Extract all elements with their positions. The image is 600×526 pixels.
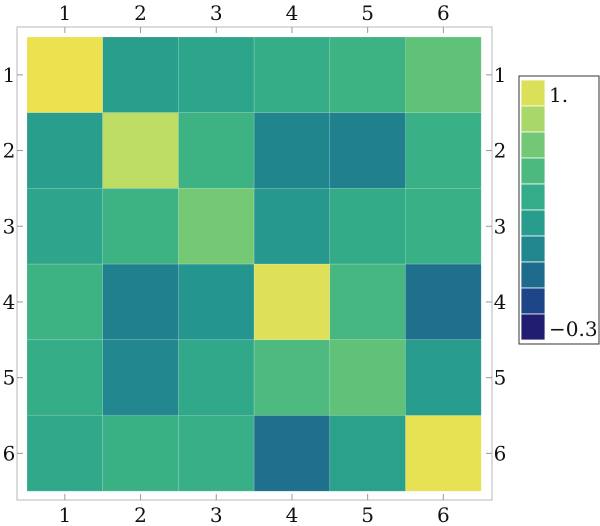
heatmap-cell-r3-c5 bbox=[329, 188, 406, 265]
y-tick-label-left-1: 1 bbox=[3, 63, 16, 87]
colorbar-swatch-3 bbox=[520, 131, 546, 159]
y-tick-label-right-3: 3 bbox=[494, 214, 507, 238]
heatmap-cell-r3-c6 bbox=[405, 188, 482, 265]
colorbar-min-label: −0.3 bbox=[549, 317, 598, 341]
heatmap-cell-r6-c4 bbox=[253, 415, 331, 492]
colorbar-swatch-6 bbox=[520, 209, 546, 237]
x-tick-label-bottom-2: 2 bbox=[134, 503, 147, 526]
colorbar-swatch-10 bbox=[520, 313, 546, 341]
heatmap-cell-r2-c6 bbox=[405, 112, 482, 189]
heatmap-cell-r6-c5 bbox=[329, 415, 406, 492]
colorbar-swatch-2 bbox=[520, 105, 546, 133]
x-tick-label-top-1: 1 bbox=[58, 1, 71, 25]
colorbar-swatch-5 bbox=[520, 183, 546, 211]
heatmap-cell-r1-c3 bbox=[178, 36, 255, 113]
heatmap-cell-r3-c1 bbox=[26, 188, 103, 265]
x-tick-label-bottom-4: 4 bbox=[286, 503, 299, 526]
y-tick-label-right-2: 2 bbox=[494, 139, 507, 163]
heatmap-cell-r6-c6 bbox=[405, 415, 482, 492]
heatmap-cell-r6-c1 bbox=[26, 415, 103, 492]
heatmap-cell-r4-c5 bbox=[329, 263, 406, 341]
colorbar-swatch-1 bbox=[520, 79, 546, 107]
y-tick-label-left-4: 4 bbox=[3, 290, 16, 314]
heatmap-cells bbox=[26, 36, 482, 492]
heatmap-cell-r4-c3 bbox=[178, 263, 255, 341]
axis-ticks: 1 1 2 2 3 3 4 4 5 5 6 6 1 1 2 2 3 3 4 4 5 5 6 6 bbox=[3, 1, 507, 526]
heatmap-cell-r4-c2 bbox=[102, 263, 179, 341]
x-tick-label-bottom-6: 6 bbox=[437, 503, 450, 526]
y-tick-label-left-6: 6 bbox=[3, 441, 16, 465]
colorbar-swatches bbox=[520, 79, 546, 341]
x-tick-label-top-5: 5 bbox=[361, 1, 374, 25]
heatmap-cell-r2-c2 bbox=[102, 112, 179, 189]
heatmap-cell-r5-c3 bbox=[178, 339, 255, 416]
y-tick-label-right-5: 5 bbox=[494, 366, 507, 390]
colorbar-swatch-7 bbox=[520, 235, 546, 263]
heatmap-cell-r2-c3 bbox=[178, 112, 255, 189]
colorbar-swatch-9 bbox=[520, 287, 546, 315]
x-tick-label-top-3: 3 bbox=[210, 1, 223, 25]
heatmap-cell-r5-c5 bbox=[329, 339, 406, 416]
heatmap-cell-r3-c4 bbox=[253, 188, 331, 265]
y-tick-label-right-6: 6 bbox=[494, 441, 507, 465]
y-tick-label-right-4: 4 bbox=[494, 290, 507, 314]
colorbar-legend: 1. −0.3 bbox=[518, 75, 600, 345]
y-tick-label-left-5: 5 bbox=[3, 366, 16, 390]
y-tick-label-left-2: 2 bbox=[3, 139, 16, 163]
y-tick-label-right-1: 1 bbox=[494, 63, 507, 87]
x-tick-label-top-6: 6 bbox=[437, 1, 450, 25]
heatmap-cell-r5-c2 bbox=[102, 339, 179, 416]
colorbar-swatch-8 bbox=[520, 261, 546, 289]
heatmap-cell-r4-c4 bbox=[253, 263, 331, 341]
colorbar-swatch-4 bbox=[520, 157, 546, 185]
heatmap-cell-r6-c2 bbox=[102, 415, 179, 492]
heatmap-cell-r3-c2 bbox=[102, 188, 179, 265]
heatmap-cell-r5-c1 bbox=[26, 339, 103, 416]
heatmap-cell-r3-c3 bbox=[178, 188, 255, 265]
x-tick-label-top-2: 2 bbox=[134, 1, 147, 25]
heatmap-cell-r2-c1 bbox=[26, 112, 103, 189]
x-tick-label-top-4: 4 bbox=[286, 1, 299, 25]
heatmap-cell-r2-c4 bbox=[253, 112, 331, 189]
heatmap-cell-r6-c3 bbox=[178, 415, 255, 492]
heatmap-cell-r1-c1 bbox=[26, 36, 103, 113]
heatmap-cell-r1-c6 bbox=[405, 36, 482, 113]
colorbar-max-label: 1. bbox=[549, 83, 568, 107]
x-tick-label-bottom-5: 5 bbox=[361, 503, 374, 526]
heatmap-cell-r5-c4 bbox=[253, 339, 331, 416]
heatmap-cell-r1-c4 bbox=[253, 36, 331, 113]
plot-frame bbox=[16, 26, 493, 501]
heatmap-cell-r1-c2 bbox=[102, 36, 179, 113]
heatmap-cell-r1-c5 bbox=[329, 36, 406, 113]
y-tick-label-left-3: 3 bbox=[3, 214, 16, 238]
heatmap-cell-r5-c6 bbox=[405, 339, 482, 416]
heatmap-cell-r4-c6 bbox=[405, 263, 482, 341]
x-tick-label-bottom-3: 3 bbox=[210, 503, 223, 526]
x-tick-label-bottom-1: 1 bbox=[58, 503, 71, 526]
heatmap-cell-r2-c5 bbox=[329, 112, 406, 189]
heatmap-cell-r4-c1 bbox=[26, 263, 103, 341]
